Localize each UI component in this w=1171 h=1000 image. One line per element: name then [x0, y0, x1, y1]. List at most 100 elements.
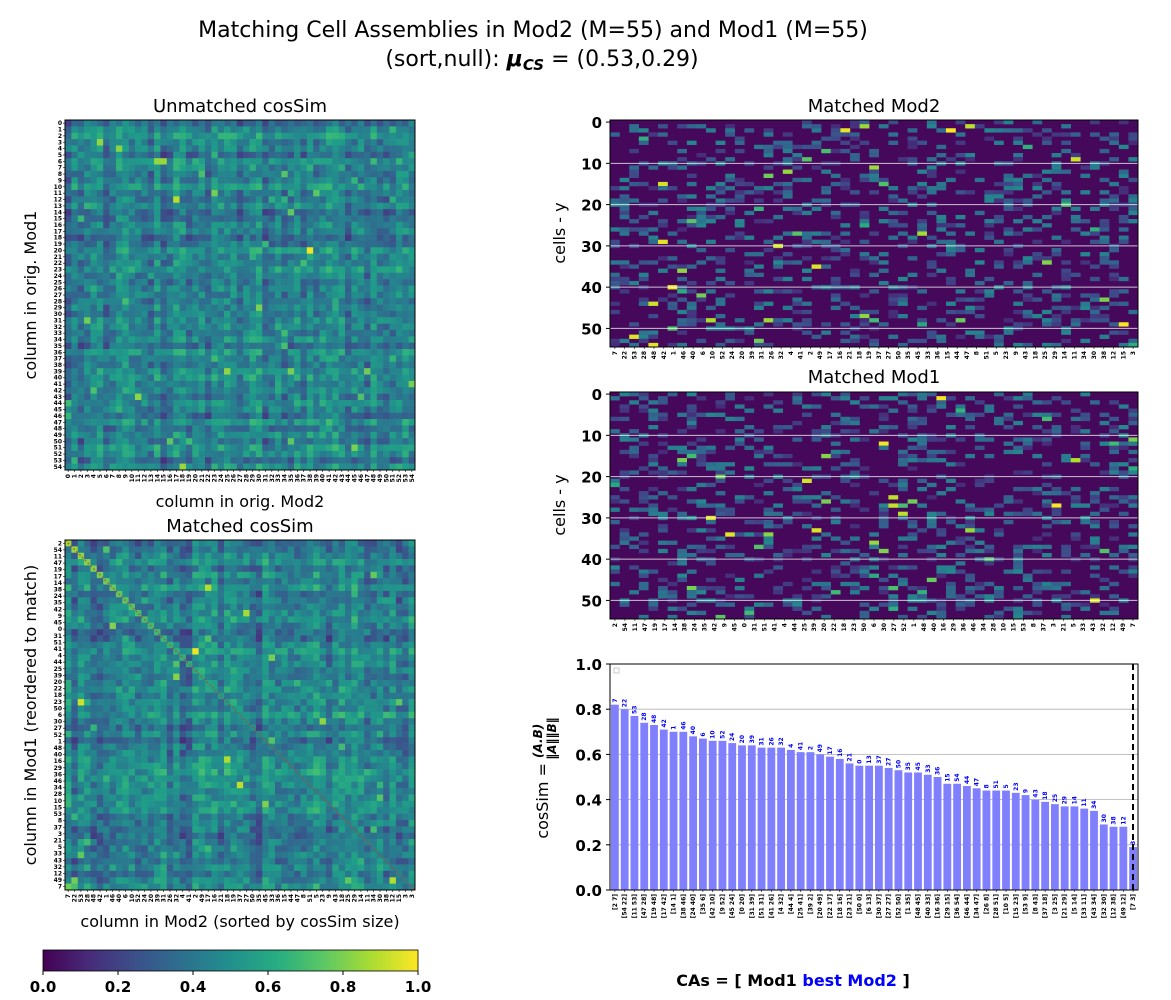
- heatmap-cell: [287, 298, 295, 305]
- heatmap-cell: [173, 361, 180, 369]
- heatmap-cell: [230, 368, 238, 375]
- heatmap-cell: [77, 380, 85, 388]
- heatmap-cell: [255, 673, 263, 681]
- heatmap-cell: [395, 228, 403, 235]
- unmatched-xtick-label: 8: [116, 474, 123, 478]
- heatmap-cell: [319, 641, 327, 649]
- heatmap-cell: [389, 699, 397, 706]
- heatmap-cell: [122, 132, 129, 140]
- heatmap-cell: [77, 635, 85, 643]
- heatmap-cell: [179, 546, 187, 554]
- heatmap-cell: [135, 145, 142, 153]
- heatmap-cell: [319, 711, 327, 719]
- heatmap-cell: [135, 705, 142, 713]
- heatmap-cell: [306, 240, 314, 248]
- heatmap-cell: [294, 330, 301, 337]
- heatmap-cell: [230, 209, 238, 216]
- heatmap-cell: [313, 584, 320, 592]
- heatmap-cell: [357, 730, 365, 738]
- heatmap-cell: [135, 260, 142, 267]
- heatmap-cell: [147, 247, 155, 254]
- heatmap-cell: [109, 228, 117, 235]
- unmatched-xtick-label: 5: [97, 474, 104, 478]
- heatmap-cell: [408, 126, 416, 134]
- heatmap-cell: [332, 291, 339, 299]
- heatmap-cell: [325, 578, 333, 585]
- heatmap-cell: [160, 730, 168, 738]
- heatmap-cell: [217, 183, 225, 191]
- heatmap-cell: [325, 202, 333, 210]
- matched-cossim-title: Matched cosSim: [166, 516, 313, 537]
- heatmap-cell: [211, 190, 219, 197]
- heatmap-cell: [115, 393, 123, 401]
- heatmap-cell: [364, 400, 371, 407]
- unmatched-xtick-label: 7: [110, 474, 117, 478]
- heatmap-cell: [319, 196, 327, 204]
- heatmap-cell: [408, 374, 416, 382]
- heatmap-cell: [383, 463, 390, 471]
- heatmap-cell: [128, 260, 136, 267]
- heatmap-cell: [236, 202, 244, 210]
- heatmap-cell: [90, 463, 98, 471]
- heatmap-cell: [383, 641, 390, 649]
- heatmap-cell: [166, 559, 174, 566]
- heatmap-cell: [249, 680, 257, 687]
- heatmap-cell: [370, 629, 378, 636]
- unmatched-ytick-label: 17: [54, 228, 62, 235]
- heatmap-cell: [275, 578, 282, 585]
- heatmap-cell: [332, 247, 339, 254]
- heatmap-cell: [173, 164, 180, 172]
- heatmap-cell: [71, 450, 79, 458]
- heatmap-cell: [275, 349, 282, 356]
- heatmap-cell: [351, 291, 359, 299]
- heatmap-cell: [408, 641, 416, 649]
- heatmap-cell: [364, 342, 371, 350]
- heatmap-cell: [389, 349, 397, 356]
- heatmap-cell: [249, 177, 257, 184]
- heatmap-cell: [236, 132, 244, 140]
- heatmap-cell: [351, 444, 359, 452]
- heatmap-cell: [313, 272, 320, 280]
- heatmap-cell: [109, 139, 117, 146]
- heatmap-cell: [364, 597, 371, 604]
- heatmap-cell: [71, 323, 79, 331]
- heatmap-cell: [211, 183, 219, 191]
- heatmap-cell: [332, 412, 339, 420]
- heatmap-cell: [313, 120, 320, 127]
- heatmap-cell: [84, 673, 91, 681]
- heatmap-cell: [230, 552, 238, 560]
- heatmap-cell: [84, 221, 91, 229]
- heatmap-cell: [338, 431, 346, 439]
- heatmap-cell: [166, 139, 174, 146]
- heatmap-cell: [230, 641, 238, 649]
- heatmap-cell: [96, 342, 104, 350]
- heatmap-cell: [84, 342, 91, 350]
- heatmap-cell: [294, 387, 301, 394]
- heatmap-cell: [224, 336, 231, 344]
- heatmap-cell: [179, 120, 187, 127]
- heatmap-cell: [160, 559, 168, 566]
- heatmap-cell: [217, 616, 225, 624]
- heatmap-cell: [313, 291, 320, 299]
- heatmap-cell: [345, 616, 352, 624]
- heatmap-cell: [281, 718, 289, 725]
- heatmap-cell: [224, 234, 231, 242]
- heatmap-cell: [160, 667, 168, 674]
- heatmap-cell: [325, 597, 333, 604]
- heatmap-cell: [65, 667, 72, 674]
- heatmap-cell: [192, 387, 199, 394]
- heatmap-cell: [364, 393, 371, 401]
- heatmap-cell: [154, 438, 161, 445]
- heatmap-cell: [109, 610, 117, 617]
- heatmap-cell: [325, 641, 333, 649]
- heatmap-cell: [224, 310, 231, 318]
- heatmap-cell: [300, 336, 308, 344]
- heatmap-cell: [364, 190, 371, 197]
- heatmap-cell: [300, 139, 308, 146]
- heatmap-cell: [65, 616, 72, 624]
- heatmap-cell: [135, 317, 142, 324]
- heatmap-cell: [217, 654, 225, 662]
- heatmap-cell: [205, 724, 212, 732]
- heatmap-cell: [236, 126, 244, 134]
- heatmap-cell: [408, 387, 416, 394]
